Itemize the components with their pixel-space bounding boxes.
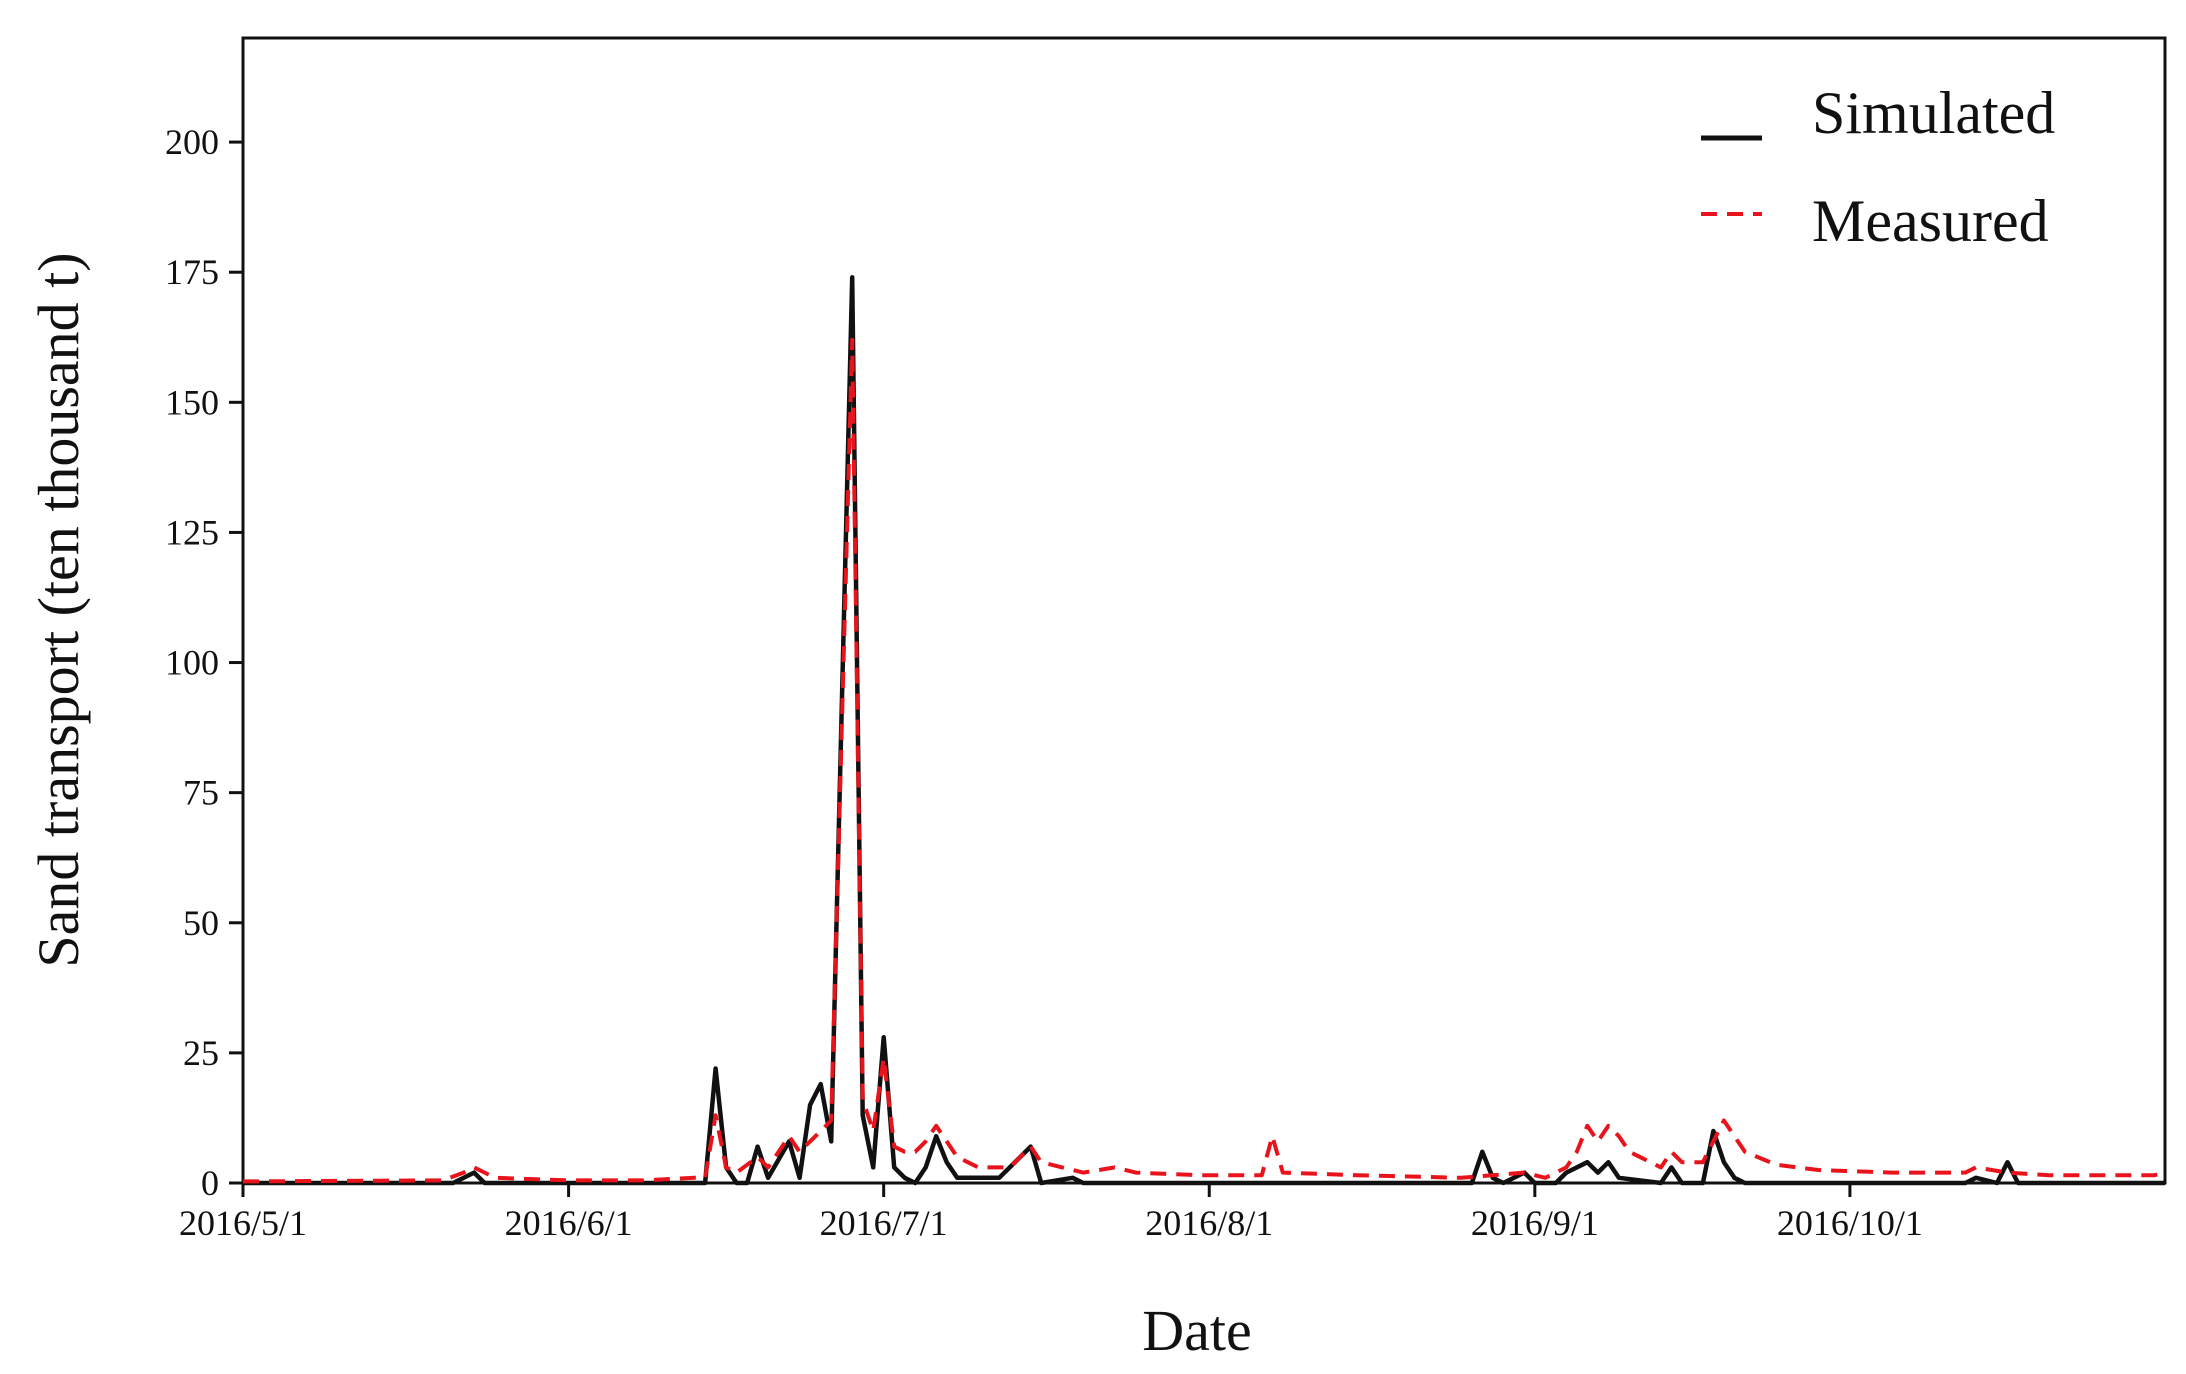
y-tick-label: 75	[183, 773, 219, 813]
y-tick-label: 125	[165, 512, 219, 552]
series-line-simulated	[243, 275, 2165, 1186]
y-axis: 0 25 50 75 100 125 150 175 200	[165, 122, 243, 1203]
x-tick-label: 2016/10/1	[1777, 1203, 1923, 1243]
legend: Simulated Measured	[1701, 80, 2055, 254]
x-axis-title: Date	[1142, 1298, 1252, 1363]
series-line-measured	[242, 337, 2166, 1184]
y-tick-label: 50	[183, 903, 219, 943]
y-tick-label: 0	[201, 1163, 219, 1203]
y-axis-title: Sand transport (ten thousand t)	[26, 252, 91, 967]
y-tick-label: 150	[165, 382, 219, 422]
series-layer	[242, 275, 2166, 1186]
y-tick-label: 200	[165, 122, 219, 162]
x-tick-label: 2016/5/1	[179, 1203, 307, 1243]
x-axis: 2016/5/1 2016/6/1 2016/7/1 2016/8/1 2016/9/1…	[179, 1183, 1923, 1243]
x-tick-label: 2016/6/1	[505, 1203, 633, 1243]
x-tick-label: 2016/9/1	[1471, 1203, 1599, 1243]
legend-label-simulated: Simulated	[1812, 80, 2055, 146]
legend-label-measured: Measured	[1812, 188, 2049, 254]
x-tick-label: 2016/7/1	[820, 1203, 948, 1243]
y-tick-label: 175	[165, 252, 219, 292]
x-tick-label: 2016/8/1	[1145, 1203, 1273, 1243]
y-tick-label: 25	[183, 1033, 219, 1073]
y-tick-label: 100	[165, 643, 219, 683]
